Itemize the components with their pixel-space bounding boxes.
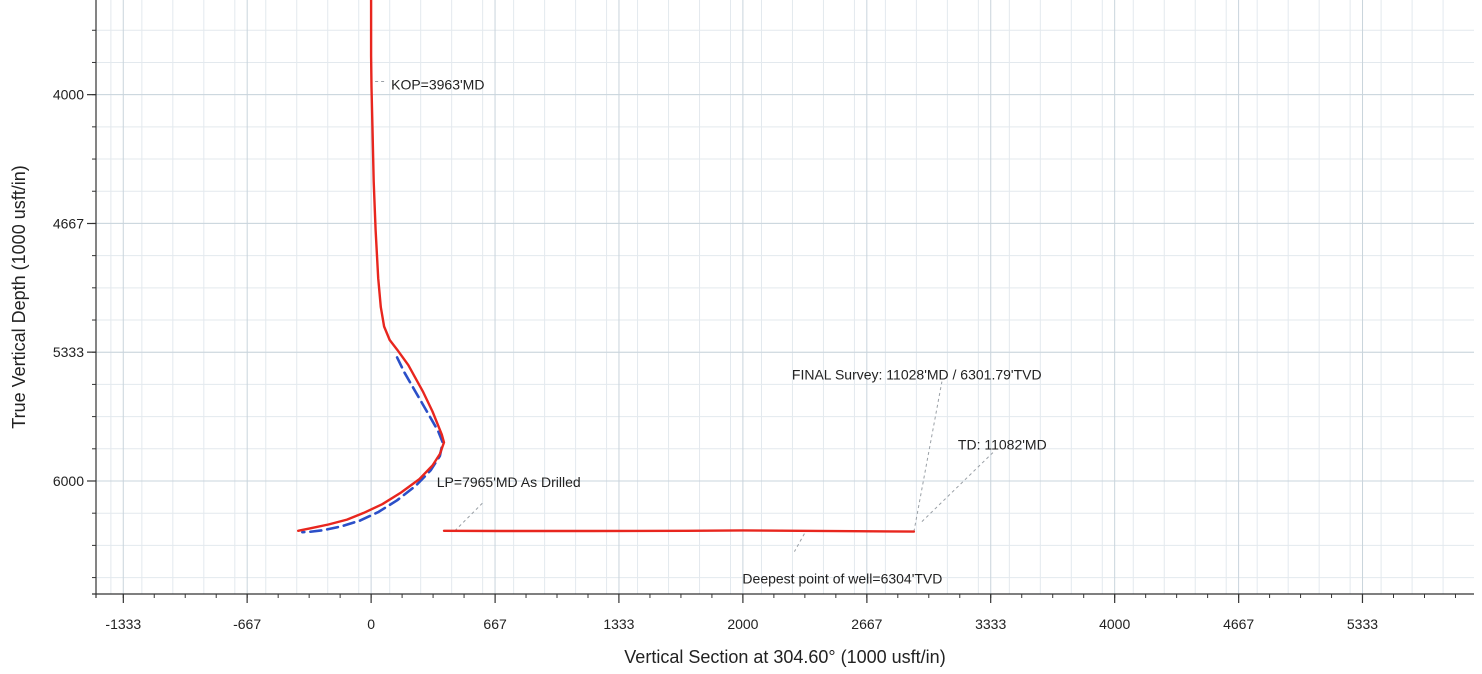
x-tick-label: 5333 — [1347, 616, 1378, 632]
x-tick-label: 0 — [367, 616, 375, 632]
series-layer — [297, 0, 916, 534]
y-tick-label: 4667 — [53, 215, 84, 231]
x-tick-label: -667 — [233, 616, 261, 632]
plot-background — [96, 0, 1474, 594]
x-tick-label: 667 — [483, 616, 507, 632]
x-tick-label: 2667 — [851, 616, 882, 632]
x-tick-label: 1333 — [603, 616, 634, 632]
x-tick-label: -1333 — [105, 616, 141, 632]
annotation-leader — [921, 451, 995, 522]
y-tick-label: 6000 — [53, 473, 84, 489]
x-tick-label: 4000 — [1099, 616, 1130, 632]
axes — [87, 0, 1474, 603]
actual-wellpath-line — [442, 529, 916, 533]
x-tick-label: 4667 — [1223, 616, 1254, 632]
annotation-label: FINAL Survey: 11028'MD / 6301.79'TVD — [792, 367, 1042, 383]
annotation-leader — [454, 502, 484, 532]
x-tick-labels: -1333 -667 0 667 1333 2000 2667 3333 4000 4667 533… — [105, 616, 1378, 632]
annotations: KOP=3963'MD LP=7965'MD As Drilled FINAL Su… — [391, 77, 1047, 587]
x-tick-label: 2000 — [727, 616, 758, 632]
annotation-label: LP=7965'MD As Drilled — [437, 474, 581, 490]
annotation-label: TD: 11082'MD — [958, 437, 1047, 453]
annotation-leaders — [375, 81, 995, 552]
plan-wellpath-line — [300, 356, 445, 534]
annotation-leader — [913, 381, 943, 532]
y-tick-label: 5333 — [53, 344, 84, 360]
x-tick-label: 3333 — [975, 616, 1006, 632]
x-axis-title: Vertical Section at 304.60° (1000 usft/i… — [624, 647, 945, 667]
y-tick-labels: 4000 4667 5333 6000 — [53, 87, 84, 489]
annotation-label: KOP=3963'MD — [391, 77, 484, 93]
y-axis-title: True Vertical Depth (1000 usft/in) — [9, 165, 29, 428]
annotation-label: Deepest point of well=6304'TVD — [742, 571, 942, 587]
y-tick-label: 4000 — [53, 87, 84, 103]
actual-wellpath-line — [297, 0, 446, 532]
